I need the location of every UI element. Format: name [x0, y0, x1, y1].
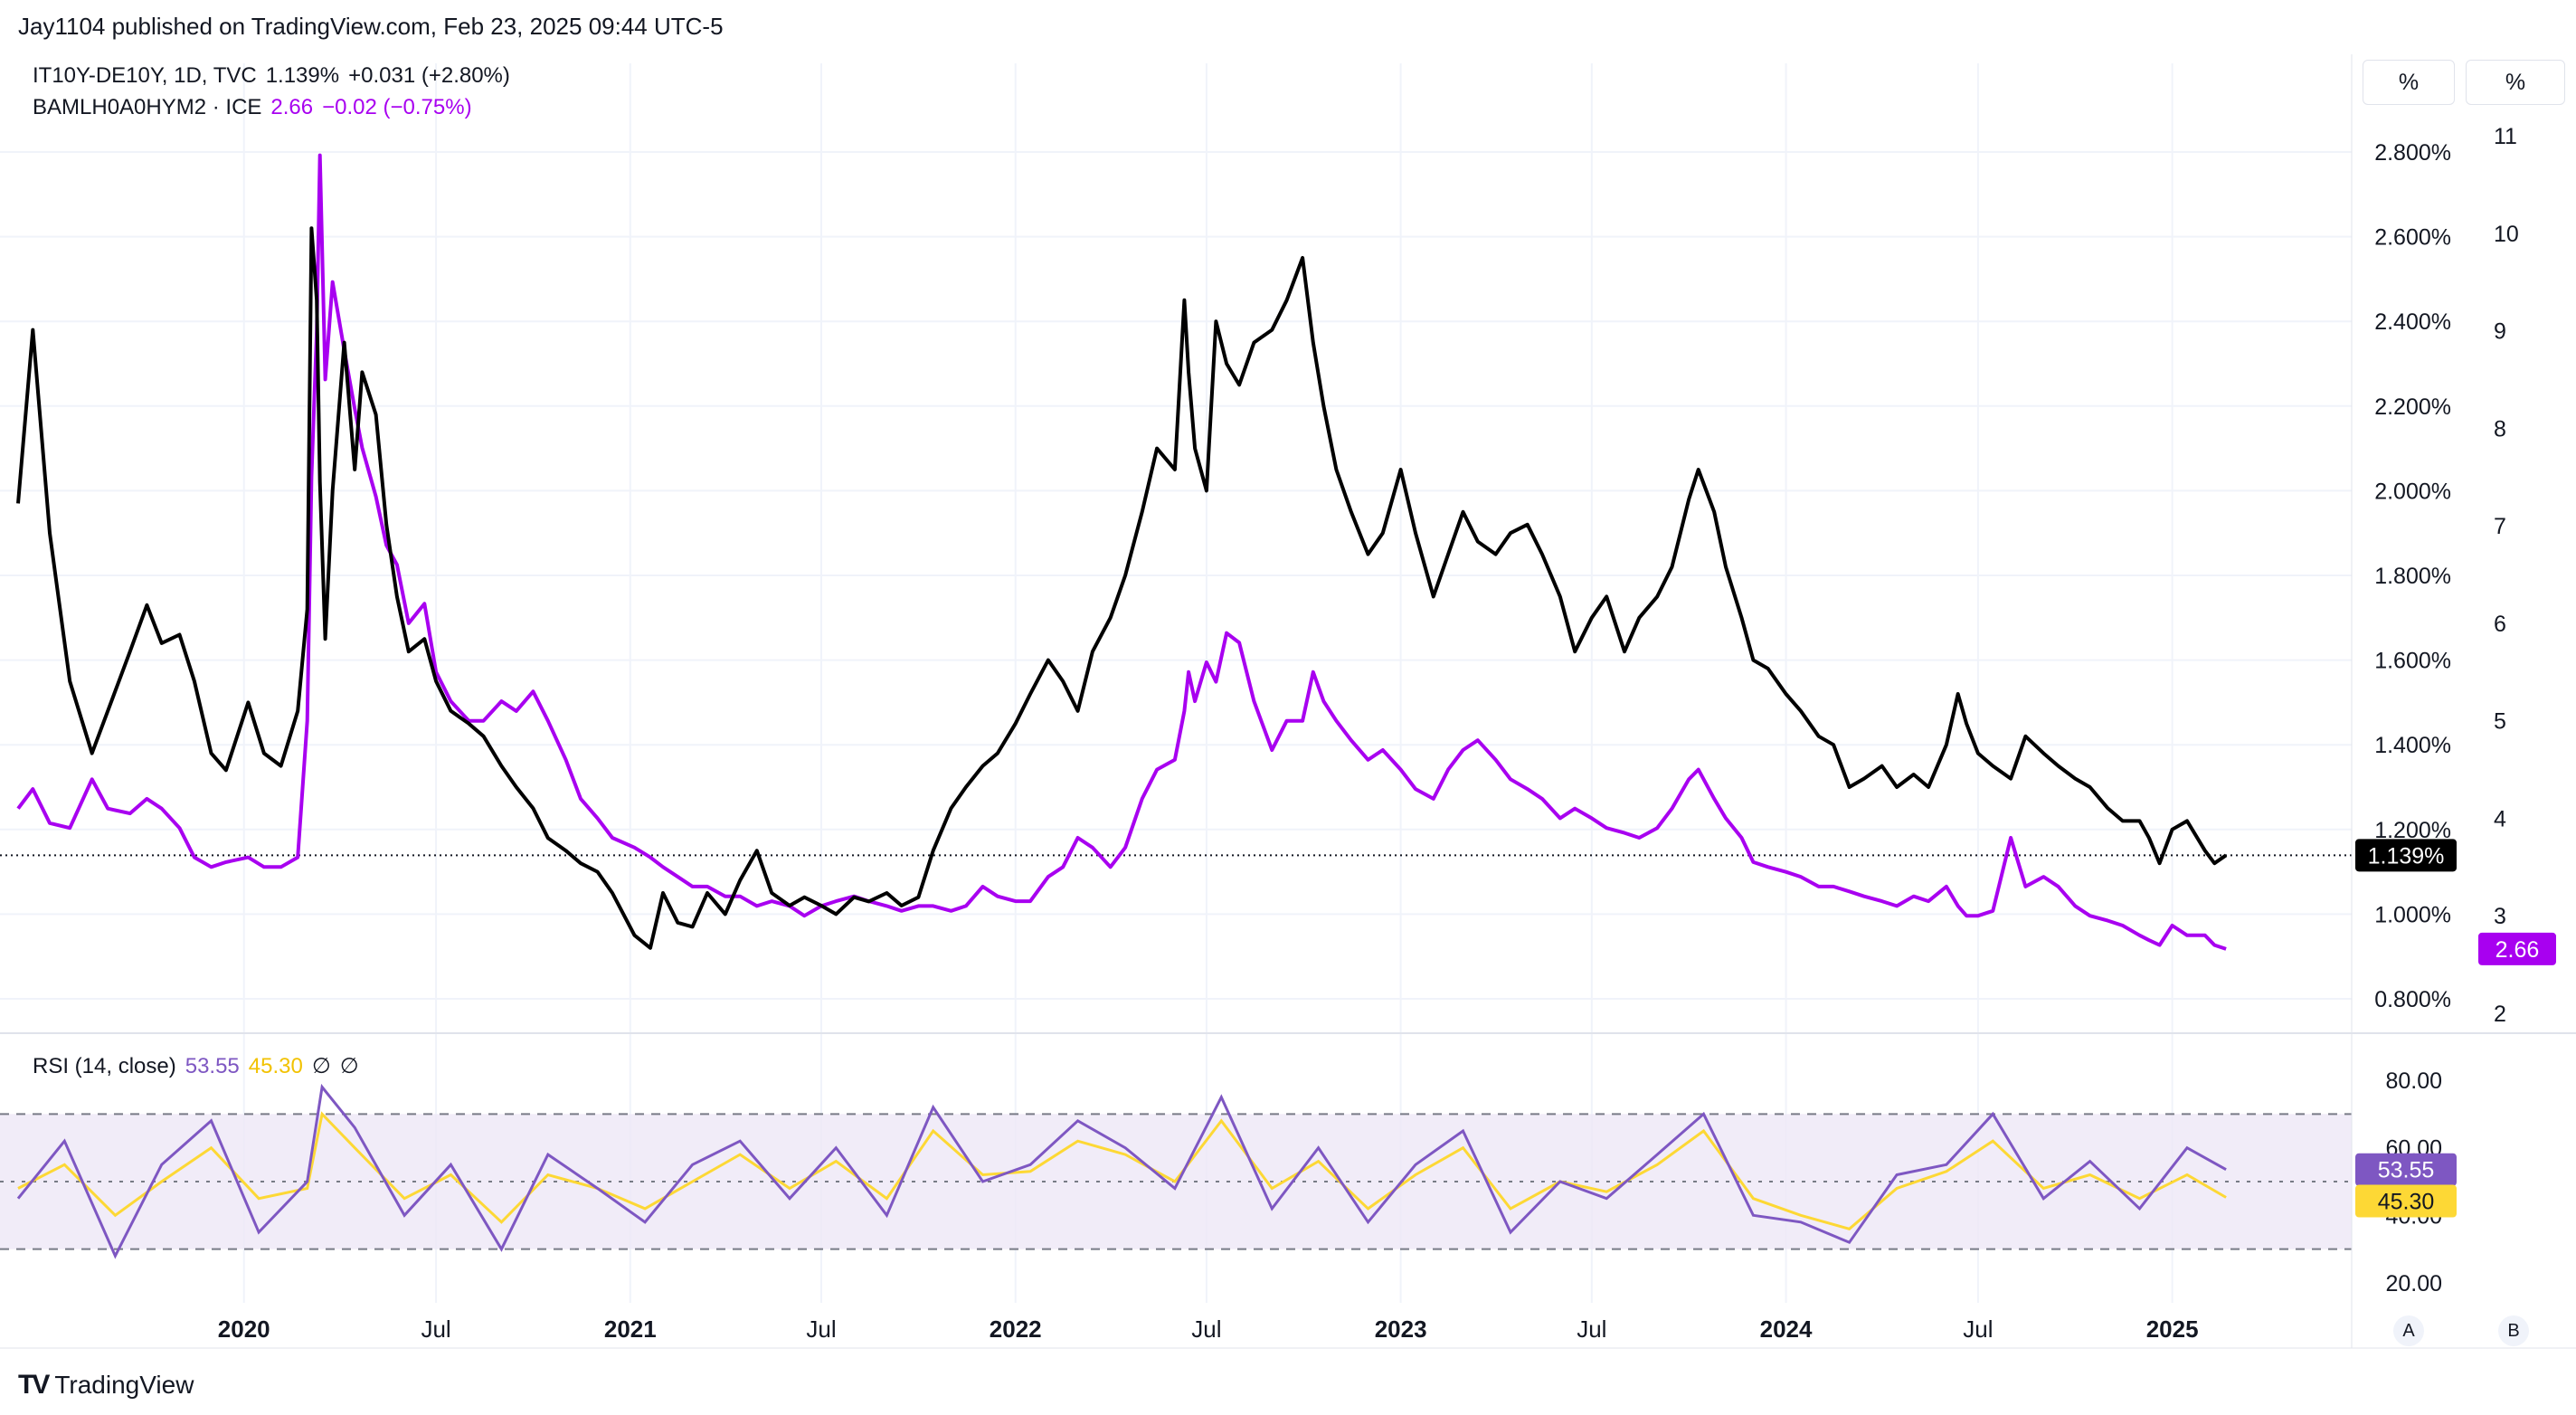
y-right-tick-label: 8	[2494, 416, 2506, 442]
x-tick-label: Jul	[806, 1315, 836, 1343]
x-tick-label: 2025	[2146, 1315, 2199, 1343]
y-right-tick-label: 11	[2494, 124, 2517, 149]
y-left-tick-label: 2.000%	[2374, 479, 2451, 504]
x-tick-label: Jul	[421, 1315, 450, 1343]
y-right-tick-label: 3	[2494, 904, 2506, 929]
auto-scale-button[interactable]: A	[2393, 1315, 2424, 1346]
main-last-value-label-bg	[2355, 839, 2457, 872]
rsi-last-value-label-bg	[2355, 1153, 2457, 1186]
rsi-legend[interactable]: RSI (14, close) 53.55 45.30 ∅ ∅	[33, 1053, 368, 1079]
rsi-extra-2: ∅	[339, 1054, 359, 1078]
compare-series-legend[interactable]: BAMLH0A0HYM2 · ICE 2.66 −0.02 (−0.75%)	[33, 95, 481, 120]
y-left-tick-label: 1.800%	[2374, 564, 2451, 589]
tradingview-logo-icon: TV	[18, 1370, 50, 1400]
y-left-tick-label: 1.000%	[2374, 902, 2451, 927]
rsi-legend-value: 53.55	[185, 1054, 240, 1078]
y-right-tick-label: 2	[2494, 1002, 2506, 1027]
y-left-tick-label: 0.800%	[2374, 987, 2451, 1012]
rsi-tick-label: 80.00	[2385, 1068, 2442, 1094]
series-lines	[16, 153, 2228, 1259]
chart-grid	[0, 63, 2352, 1303]
main-series-legend[interactable]: IT10Y-DE10Y, 1D, TVC 1.139% +0.031 (+2.80%…	[33, 63, 519, 89]
x-tick-label: 2024	[1760, 1315, 1813, 1343]
y-left-tick-label: 2.800%	[2374, 140, 2451, 166]
y-right-tick-label: 9	[2494, 319, 2506, 345]
main-series-line	[16, 226, 2228, 950]
rsi-ma-last-value-label: 45.30	[2378, 1190, 2435, 1215]
compare-value: 2.66	[270, 95, 314, 119]
main-value: 1.139%	[265, 63, 340, 88]
y-right-tick-label: 4	[2494, 806, 2506, 831]
compare-change: −0.02 (−0.75%)	[322, 95, 472, 119]
y-left-tick-label: 1.200%	[2374, 818, 2451, 843]
y-left-tick-label: 1.400%	[2374, 733, 2451, 758]
compare-last-value-bg	[2478, 932, 2556, 965]
y-left-tick-label: 2.600%	[2374, 225, 2451, 251]
footer-brand-name: TradingView	[54, 1371, 194, 1399]
main-last-value-label: 1.139%	[2368, 843, 2445, 869]
rsi-extra-1: ∅	[311, 1054, 331, 1078]
x-tick-label: 2020	[218, 1315, 270, 1343]
rsi-ma-last-value-label-bg	[2355, 1184, 2457, 1218]
publisher-header: Jay1104 published on TradingView.com, Fe…	[18, 13, 724, 40]
left-scale-unit-button[interactable]: %	[2363, 60, 2455, 105]
x-tick-label: 2021	[604, 1315, 657, 1343]
x-tick-label: Jul	[1577, 1315, 1606, 1343]
x-tick-label: 2022	[990, 1315, 1042, 1343]
rsi-ma-line	[17, 1111, 2227, 1230]
price-labels: 1.139% 2.66 53.55 45.30	[2355, 839, 2556, 1218]
y-left-tick-label: 2.200%	[2374, 394, 2451, 420]
y-right-tick-label: 10	[2494, 222, 2519, 247]
rsi-tick-label: 20.00	[2385, 1271, 2442, 1296]
rsi-line	[16, 1083, 2227, 1259]
footer-brand[interactable]: TV TradingView	[18, 1370, 194, 1401]
rsi-last-value-label: 53.55	[2378, 1158, 2435, 1183]
compare-series-line	[16, 153, 2227, 951]
axes: 2020 Jul 2021 Jul 2022 Jul 2023 Jul 2024 Jul 2025 2…	[0, 54, 2576, 1349]
main-symbol: IT10Y-DE10Y, 1D, TVC	[33, 63, 257, 88]
compare-symbol: BAMLH0A0HYM2 · ICE	[33, 95, 262, 119]
b-button[interactable]: B	[2498, 1315, 2529, 1346]
main-change: +0.031 (+2.80%)	[348, 63, 510, 88]
y-left-tick-label: 2.400%	[2374, 309, 2451, 335]
x-tick-label: Jul	[1963, 1315, 1993, 1343]
x-tick-label: 2023	[1375, 1315, 1427, 1343]
rsi-legend-ma: 45.30	[248, 1054, 303, 1078]
compare-last-value-label: 2.66	[2496, 937, 2540, 963]
x-tick-label: Jul	[1191, 1315, 1221, 1343]
y-right-tick-label: 7	[2494, 514, 2506, 539]
y-right-tick-label: 5	[2494, 709, 2506, 735]
y-right-tick-label: 6	[2494, 612, 2506, 637]
y-left-tick-label: 1.600%	[2374, 649, 2451, 674]
rsi-label: RSI (14, close)	[33, 1054, 176, 1078]
right-scale-unit-button[interactable]: %	[2466, 60, 2565, 105]
